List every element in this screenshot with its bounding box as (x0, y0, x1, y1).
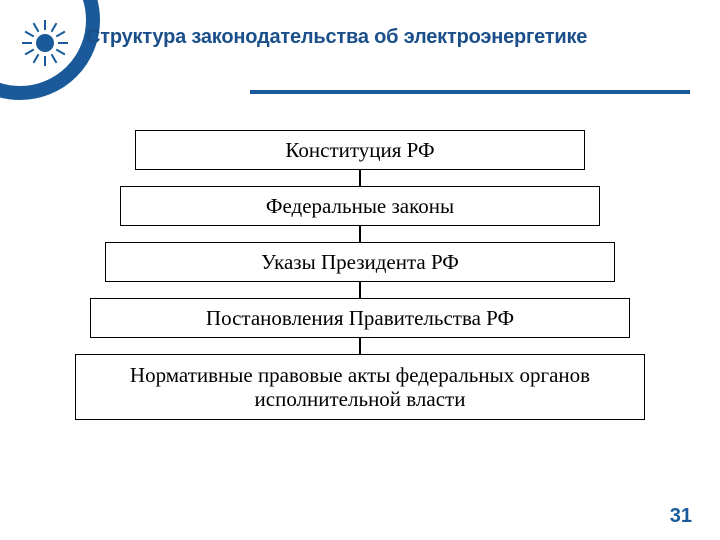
flow-connector (359, 282, 361, 298)
page-number: 31 (670, 505, 692, 528)
hierarchy-flowchart: Конституция РФ Федеральные законы Указы Пр… (75, 130, 645, 420)
flow-node: Федеральные законы (120, 186, 600, 226)
flow-node: Нормативные правовые акты федеральных ор… (75, 354, 645, 420)
header-rule (250, 90, 690, 94)
flow-connector (359, 170, 361, 186)
flow-connector (359, 226, 361, 242)
flow-node: Указы Президента РФ (105, 242, 615, 282)
corner-arc (0, 0, 100, 100)
flow-connector (359, 338, 361, 354)
flow-node: Конституция РФ (135, 130, 585, 170)
slide-title: Структура законодательства об электроэне… (86, 26, 676, 49)
slide-header: Структура законодательства об электроэне… (86, 26, 676, 49)
flow-node: Постановления Правительства РФ (90, 298, 630, 338)
